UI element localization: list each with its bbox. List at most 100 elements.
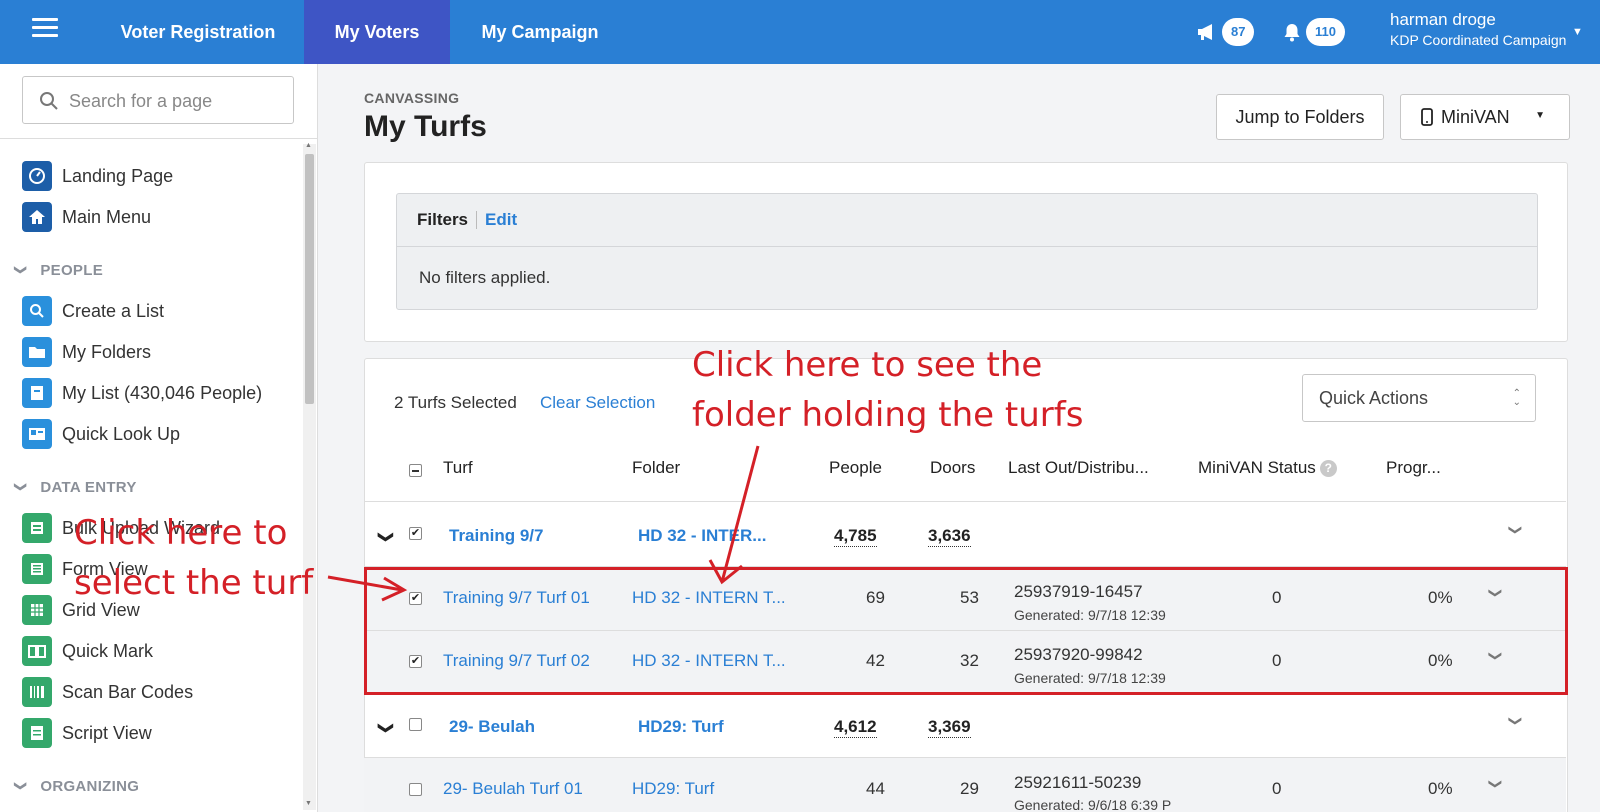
hamburger-menu-icon[interactable] [32, 18, 58, 40]
chevron-down-icon[interactable]: ❯ [1488, 778, 1504, 790]
sidebar-item-scan-bar-codes[interactable]: Scan Bar Codes [22, 676, 193, 708]
search-placeholder: Search for a page [69, 91, 213, 111]
id-card-icon [22, 419, 52, 449]
progress-value: 0% [1428, 779, 1453, 798]
column-header-turf[interactable]: Turf [443, 458, 473, 477]
column-header-people[interactable]: People [829, 458, 882, 477]
folder-link[interactable]: HD 32 - INTERN T... [632, 588, 786, 607]
section-title: PEOPLE [40, 261, 104, 279]
barcode-icon [22, 677, 52, 707]
sidebar-section-people[interactable]: ❯ PEOPLE [14, 260, 104, 280]
sidebar-item-quick-mark[interactable]: Quick Mark [22, 635, 153, 667]
last-out-id: 25921611-50239 [1014, 773, 1142, 792]
group-people-count[interactable]: 4,785 [834, 526, 877, 547]
clear-selection-link[interactable]: Clear Selection [540, 393, 656, 412]
column-header-progress[interactable]: Progr... [1386, 458, 1441, 477]
group-turf-link[interactable]: 29- Beulah [449, 717, 535, 736]
column-header-minivan-status[interactable]: MiniVAN Status? [1198, 458, 1337, 478]
generated-timestamp: Generated: 9/6/18 6:39 P [1014, 797, 1172, 812]
generated-timestamp: Generated: 9/7/18 12:39 [1014, 607, 1166, 623]
column-header-last-out[interactable]: Last Out/Distribu... [1008, 458, 1149, 477]
folder-link[interactable]: HD 32 - INTERN T... [632, 651, 786, 670]
sidebar-item-label: Quick Mark [62, 640, 154, 661]
group-doors-count[interactable]: 3,636 [928, 526, 971, 547]
sidebar-section-organizing[interactable]: ❯ ORGANIZING [14, 776, 140, 796]
sidebar-item-my-folders[interactable]: My Folders [22, 336, 151, 368]
row-checkbox[interactable] [409, 783, 422, 796]
group-doors-count[interactable]: 3,369 [928, 717, 971, 738]
group-folder-link[interactable]: HD29: Turf [638, 717, 724, 736]
notifications-button[interactable]: 110 [1282, 17, 1345, 47]
scrollbar-thumb[interactable] [305, 154, 314, 404]
tab-voter-registration[interactable]: Voter Registration [120, 22, 276, 42]
minivan-label: MiniVAN [1441, 106, 1510, 127]
announcements-badge: 87 [1222, 18, 1255, 46]
search-icon [22, 296, 52, 326]
annotation-folder-line2: folder holding the turfs [692, 395, 1084, 435]
select-all-checkbox[interactable] [409, 464, 422, 477]
scroll-up-icon[interactable]: ▲ [305, 142, 312, 149]
search-icon [40, 92, 58, 110]
announcements-button[interactable]: 87 [1196, 17, 1255, 47]
tab-my-voters[interactable]: My Voters [304, 0, 450, 64]
sidebar-item-label: Script View [62, 722, 152, 743]
user-menu[interactable]: harman droge KDP Coordinated Campaign [1390, 10, 1566, 50]
group-people-count[interactable]: 4,612 [834, 717, 877, 738]
sidebar-item-main-menu[interactable]: Main Menu [22, 201, 151, 233]
sidebar-scrollbar[interactable] [303, 144, 316, 810]
jump-to-folders-button[interactable]: Jump to Folders [1216, 94, 1384, 140]
group-folder-link[interactable]: HD 32 - INTER... [638, 526, 767, 545]
sidebar-item-label: My List (430,046 People) [62, 382, 263, 403]
expand-chevron-icon[interactable]: ❯ [377, 721, 395, 735]
edit-filters-link[interactable]: Edit [485, 210, 518, 229]
chevron-down-icon[interactable]: ❯ [1508, 715, 1524, 727]
tab-my-campaign[interactable]: My Campaign [481, 22, 599, 42]
row-checkbox[interactable] [409, 718, 422, 731]
minivan-dropdown[interactable]: MiniVAN ▼ [1400, 94, 1570, 140]
sidebar-section-data-entry[interactable]: ❯ DATA ENTRY [14, 477, 137, 497]
page-title: My Turfs [364, 110, 487, 143]
caret-down-icon[interactable]: ▼ [1572, 26, 1583, 38]
column-header-folder[interactable]: Folder [632, 458, 681, 477]
people-count: 69 [866, 588, 885, 607]
notifications-badge: 110 [1306, 18, 1345, 46]
top-navbar: Voter Registration My Voters My Campaign… [0, 0, 1600, 64]
folder-link[interactable]: HD29: Turf [632, 779, 715, 798]
sidebar-item-grid-view[interactable]: Grid View [22, 594, 140, 626]
expand-chevron-icon[interactable]: ❯ [377, 530, 395, 544]
column-label: MiniVAN Status [1198, 458, 1316, 477]
folder-icon [22, 337, 52, 367]
sidebar-item-label: Scan Bar Codes [62, 681, 194, 702]
row-checkbox[interactable]: ✔ [409, 655, 422, 668]
section-title: DATA ENTRY [40, 478, 137, 496]
annotation-highlight-box [364, 567, 1568, 695]
help-icon[interactable]: ? [1319, 460, 1337, 477]
sidebar-item-quick-look-up[interactable]: Quick Look Up [22, 418, 180, 450]
chevron-down-icon[interactable]: ❯ [1508, 524, 1524, 536]
caret-down-icon: ▼ [1535, 110, 1545, 121]
sidebar-item-bulk-upload-wizard[interactable]: Bulk Upload Wizard [22, 512, 220, 544]
column-header-doors[interactable]: Doors [930, 458, 976, 477]
sidebar-item-create-a-list[interactable]: Create a List [22, 295, 164, 327]
group-turf-link[interactable]: Training 9/7 [449, 526, 544, 545]
turf-link[interactable]: Training 9/7 Turf 02 [443, 651, 590, 670]
table-row [364, 758, 1566, 812]
filters-header: Filters Edit [397, 194, 1537, 247]
row-checkbox[interactable]: ✔ [409, 592, 422, 605]
dashboard-icon [22, 161, 52, 191]
sidebar-item-label: Form View [62, 558, 148, 579]
search-input[interactable]: Search for a page [22, 76, 294, 124]
turf-link[interactable]: 29- Beulah Turf 01 [443, 779, 583, 798]
megaphone-icon [1198, 24, 1212, 40]
progress-value: 0% [1428, 588, 1453, 607]
sidebar-item-my-list[interactable]: My List (430,046 People) [22, 377, 262, 409]
quick-actions-select[interactable]: Quick Actions ⌃ ⌄ [1302, 374, 1536, 422]
turf-link[interactable]: Training 9/7 Turf 01 [443, 588, 590, 607]
form-icon [22, 554, 52, 584]
sidebar-item-script-view[interactable]: Script View [22, 717, 152, 749]
section-title: ORGANIZING [40, 777, 140, 795]
scroll-down-icon[interactable]: ▼ [305, 800, 312, 807]
sidebar-item-form-view[interactable]: Form View [22, 553, 148, 585]
sidebar-item-landing-page[interactable]: Landing Page [22, 160, 173, 192]
row-checkbox[interactable]: ✔ [409, 527, 422, 540]
